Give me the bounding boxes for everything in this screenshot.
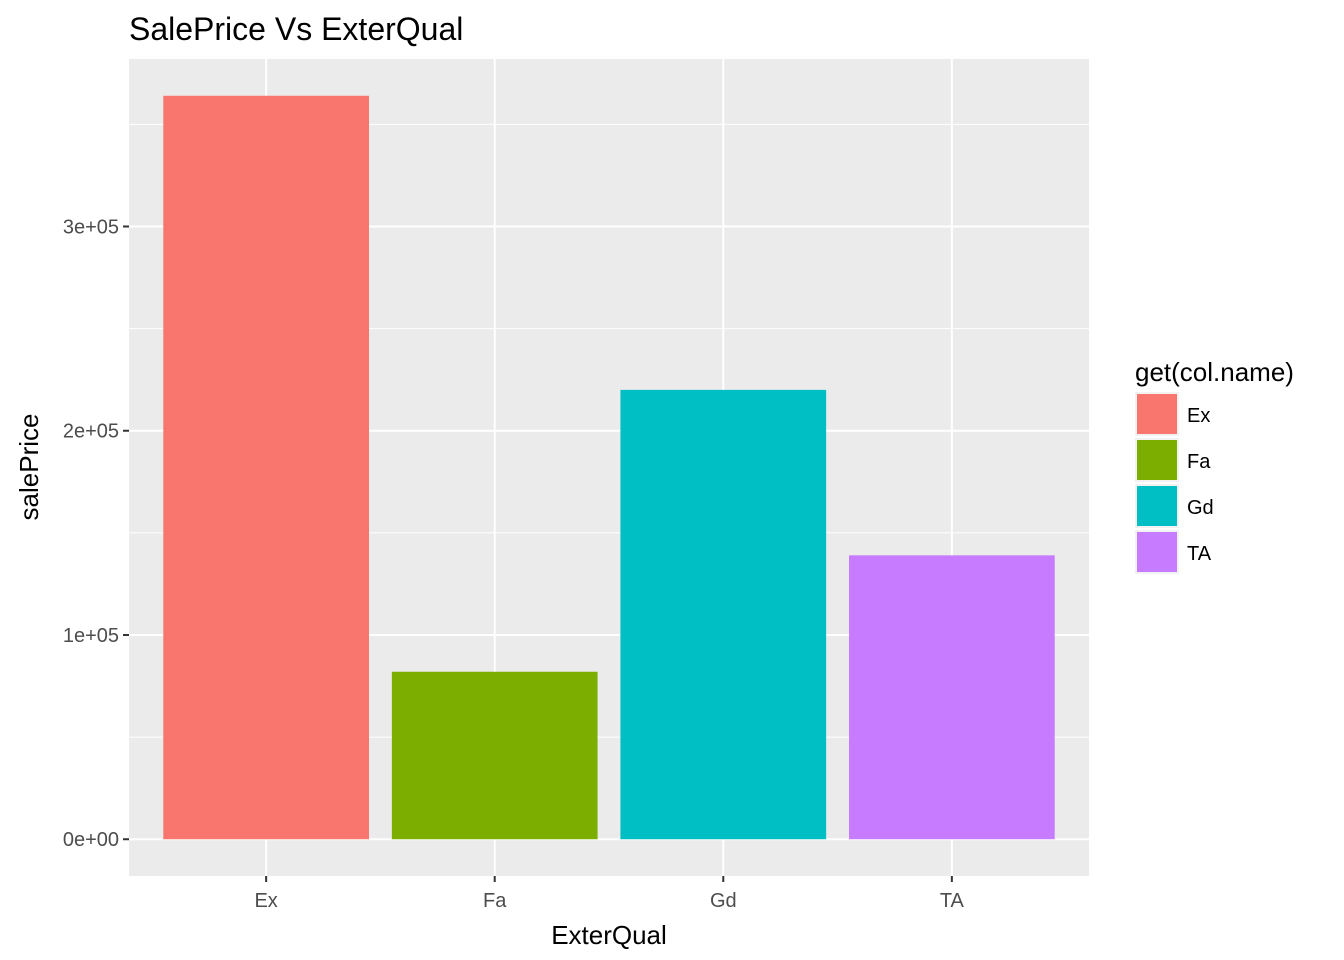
legend-swatch-gd (1137, 486, 1177, 526)
y-tick-label: 3e+05 (63, 216, 119, 238)
bars (163, 95, 1055, 840)
y-tick-label: 1e+05 (63, 625, 119, 647)
legend-swatch-ta (1137, 532, 1177, 572)
y-tick-label: 0e+00 (63, 829, 119, 851)
legend: get(col.name) Ex Fa Gd TA (1135, 357, 1294, 574)
legend-label-ex: Ex (1187, 405, 1210, 427)
bar-ta (849, 555, 1055, 840)
legend-swatch-fa (1137, 440, 1177, 480)
legend-swatch-ex (1137, 394, 1177, 434)
bar-gd (620, 389, 827, 840)
bar-ex (163, 95, 369, 840)
legend-label-ta: TA (1187, 543, 1212, 565)
x-tick-label: Gd (710, 890, 737, 912)
x-tick-label: TA (940, 890, 965, 912)
bar-fa (391, 671, 598, 840)
chart-title: SalePrice Vs ExterQual (129, 11, 463, 47)
legend-label-gd: Gd (1187, 497, 1214, 519)
y-axis: 0e+00 1e+05 2e+05 3e+05 (63, 216, 129, 851)
x-tick-label: Fa (483, 890, 507, 912)
y-tick-label: 2e+05 (63, 421, 119, 443)
legend-title: get(col.name) (1135, 357, 1294, 387)
x-axis: Ex Fa Gd TA (254, 876, 965, 912)
x-tick-label: Ex (254, 890, 277, 912)
y-axis-title: salePrice (14, 414, 44, 521)
legend-label-fa: Fa (1187, 451, 1211, 473)
x-axis-title: ExterQual (551, 920, 667, 950)
